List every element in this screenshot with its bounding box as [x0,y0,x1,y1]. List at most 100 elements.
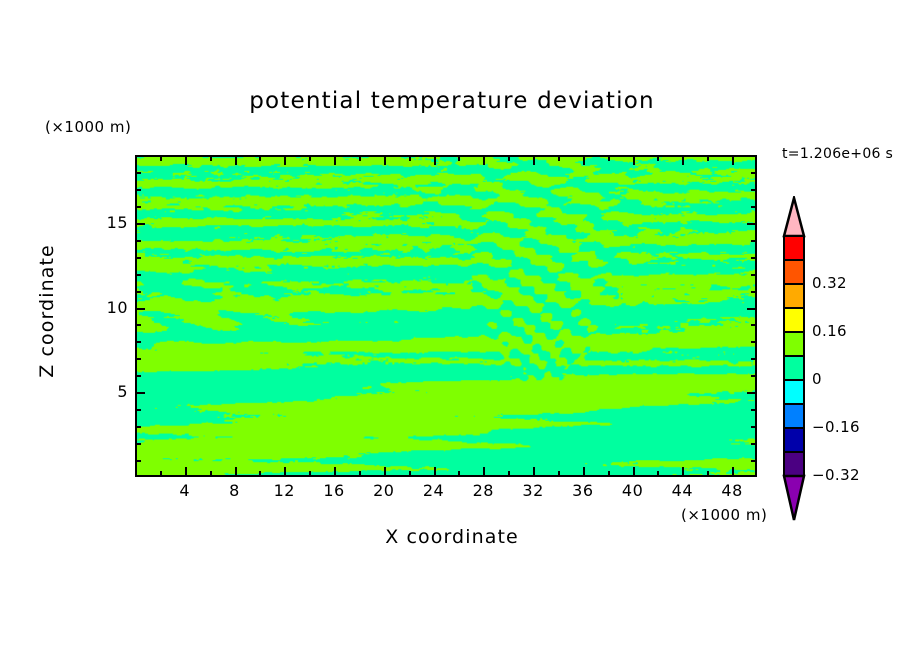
colorbar-swatches [782,196,806,521]
colorbar-band [783,427,805,453]
tick-mark [135,341,141,344]
tick-mark [358,155,361,161]
tick-mark [135,358,141,361]
tick-mark [751,324,757,327]
tick-mark [747,307,757,310]
tick-mark [751,358,757,361]
x-tick-label: 16 [323,481,345,500]
tick-mark [135,460,141,463]
tick-mark [259,155,262,161]
tick-mark [751,409,757,412]
tick-mark [751,341,757,344]
tick-mark [259,471,262,477]
tick-mark [533,155,536,165]
tick-mark [135,239,141,242]
tick-mark [135,188,141,191]
tick-mark [707,471,710,477]
tick-mark [508,155,511,161]
colorbar-over-arrow [782,196,806,238]
tick-mark [508,471,511,477]
tick-mark [135,426,141,429]
page-title: potential temperature deviation [249,88,655,114]
colorbar-tick-label: −0.32 [812,466,860,484]
x-tick-label: 20 [373,481,395,500]
tick-mark [751,460,757,463]
x-tick-label: 4 [179,481,191,500]
x-tick-label: 28 [472,481,494,500]
colorbar-tick-label: −0.16 [812,418,860,436]
tick-mark [135,392,145,395]
tick-mark [751,205,757,208]
tick-mark [433,155,436,165]
y-tick-label: 10 [106,297,128,317]
tick-mark [483,467,486,477]
colorbar-band [783,379,805,405]
tick-mark [582,467,585,477]
tick-mark [707,155,710,161]
tick-mark [751,239,757,242]
tick-mark [135,205,141,208]
x-tick-label: 24 [422,481,445,500]
tick-mark [751,426,757,429]
colorbar-band [783,403,805,429]
tick-mark [284,467,287,477]
tick-mark [557,155,560,161]
tick-mark [234,467,237,477]
colorbar-under-arrow [782,474,806,521]
tick-mark [751,188,757,191]
y-axis-units-label: (×1000 m) [45,118,132,136]
tick-mark [751,443,757,446]
tick-mark [732,467,735,477]
tick-mark [234,155,237,165]
x-tick-label: 12 [273,481,295,500]
tick-mark [135,222,145,225]
tick-mark [334,467,337,477]
x-tick-label: 44 [671,481,694,500]
tick-mark [657,155,660,161]
tick-mark [135,324,141,327]
tick-mark [135,375,141,378]
tick-mark [751,256,757,259]
plot-area [135,155,757,477]
tick-mark [657,471,660,477]
tick-mark [582,155,585,165]
tick-mark [135,171,141,174]
tick-mark [751,171,757,174]
y-tick-label: 15 [106,212,128,232]
tick-mark [751,375,757,378]
tick-mark [632,155,635,165]
colorbar-band [783,331,805,357]
tick-mark [632,467,635,477]
y-tick-label: 5 [117,382,128,402]
colorbar-tick-label: 0 [812,370,822,388]
contour-field [137,157,755,475]
x-tick-label: 32 [522,481,544,500]
colorbar-band [783,307,805,333]
colorbar[interactable] [781,196,807,522]
tick-mark [334,155,337,165]
x-axis-units-label: (×1000 m) [681,506,768,524]
tick-mark [751,290,757,293]
tick-mark [747,222,757,225]
tick-mark [135,273,141,276]
tick-mark [458,155,461,161]
tick-mark [557,471,560,477]
tick-mark [751,273,757,276]
tick-mark [135,409,141,412]
x-tick-label: 48 [721,481,743,500]
x-tick-label: 40 [621,481,644,500]
colorbar-band [783,283,805,309]
tick-mark [408,471,411,477]
tick-mark [458,471,461,477]
tick-mark [309,155,312,161]
tick-mark [159,155,162,161]
tick-mark [309,471,312,477]
tick-mark [383,467,386,477]
colorbar-tick-label: 0.32 [812,274,847,292]
tick-mark [209,471,212,477]
colorbar-band [783,259,805,285]
x-axis-title: X coordinate [0,526,904,548]
tick-mark [732,155,735,165]
timestamp-annotation: t=1.206e+06 s [782,146,894,162]
tick-mark [607,155,610,161]
